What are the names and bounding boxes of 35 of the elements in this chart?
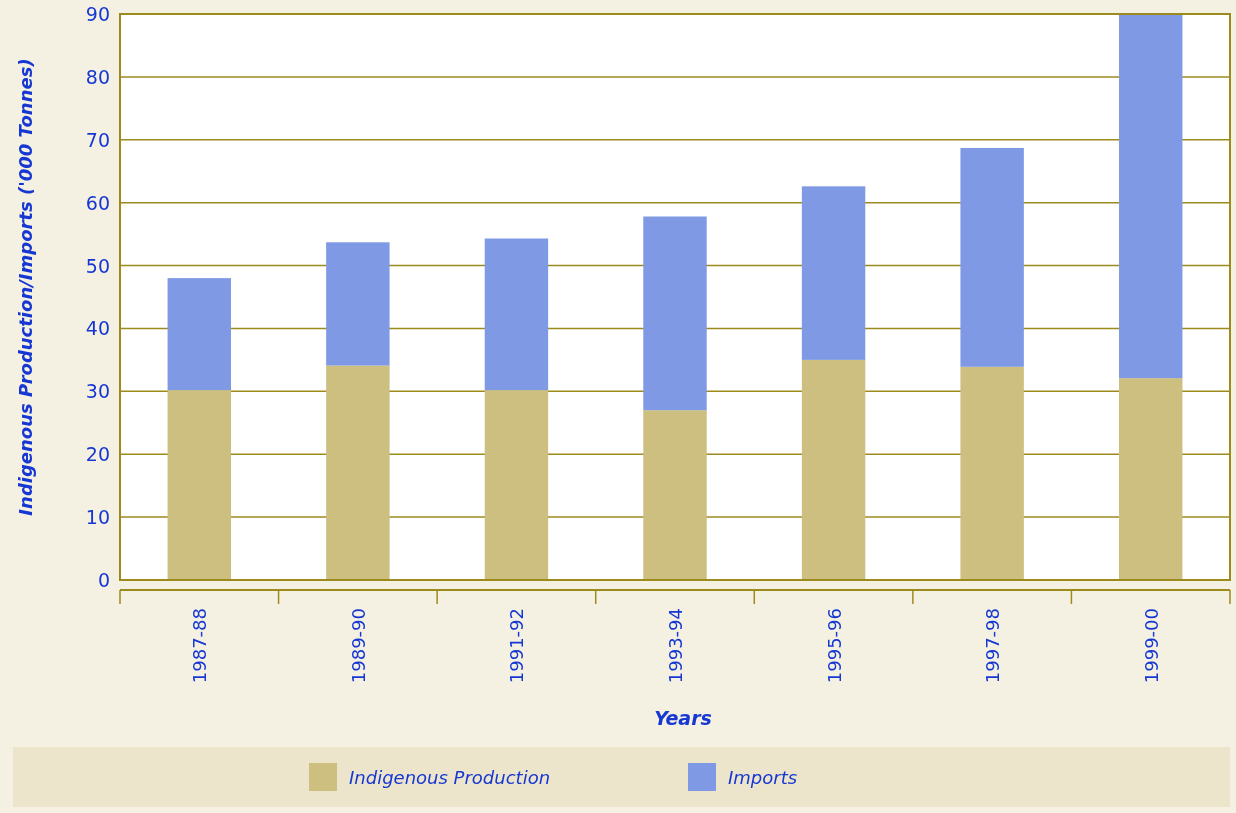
bar — [801, 186, 866, 360]
y-tick-label: 70 — [85, 128, 110, 151]
y-tick-label: 30 — [85, 380, 110, 403]
x-tick-label: 1987-88 — [188, 608, 210, 684]
x-tick-label: 1991-92 — [505, 608, 527, 684]
x-tick-label: 1993-94 — [664, 608, 686, 684]
x-tick-label: 1997-98 — [981, 608, 1003, 684]
y-tick-label: 40 — [85, 317, 110, 340]
y-tick-label: 20 — [85, 443, 110, 466]
bar — [326, 242, 390, 366]
bar — [1119, 378, 1183, 580]
y-tick-label: 10 — [85, 506, 110, 529]
x-tick-label: 1989-90 — [347, 608, 369, 684]
y-tick-label: 80 — [85, 65, 110, 88]
bar — [960, 147, 1024, 367]
y-tick-label: 50 — [85, 254, 110, 277]
y-tick-label: 60 — [85, 191, 110, 214]
bar — [326, 365, 390, 580]
bar — [484, 238, 549, 391]
x-axis-title: Years — [654, 707, 712, 729]
bar — [167, 278, 231, 391]
bar — [960, 366, 1024, 580]
legend-label: Imports — [728, 766, 798, 788]
bar — [167, 390, 231, 580]
x-tick-label: 1999-00 — [1140, 608, 1162, 684]
bar — [1119, 14, 1183, 379]
bar — [643, 216, 707, 411]
bar — [801, 359, 866, 580]
y-tick-label: 0 — [97, 569, 110, 591]
bar — [484, 390, 549, 580]
legend-label: Indigenous Production — [349, 766, 551, 788]
x-tick-label: 1995-96 — [823, 608, 845, 684]
y-tick-label: 90 — [85, 3, 110, 25]
y-axis-title: Indigenous Production/Imports ('000 Tonnes) — [14, 58, 36, 516]
bar — [643, 410, 707, 580]
